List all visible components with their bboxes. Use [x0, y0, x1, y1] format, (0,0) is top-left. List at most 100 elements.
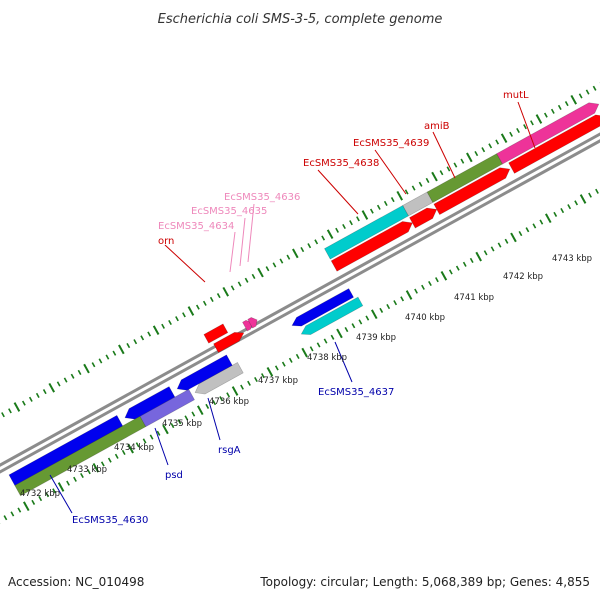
tick-mark	[414, 288, 418, 294]
tick-mark	[66, 480, 70, 486]
tick-mark	[553, 211, 558, 217]
tick-mark	[344, 327, 349, 333]
tick-mark	[349, 220, 353, 226]
tick-mark	[149, 434, 154, 440]
tick-mark	[500, 133, 508, 144]
gene-feature	[508, 114, 600, 174]
tick-mark	[330, 334, 335, 340]
tick-mark	[105, 354, 110, 360]
gene-label: rsgA	[218, 445, 241, 456]
tick-mark	[474, 150, 479, 157]
tick-mark	[358, 319, 363, 325]
gene-feature	[203, 323, 229, 344]
tick-mark	[231, 386, 239, 396]
tick-mark	[376, 204, 381, 210]
tick-mark	[448, 269, 453, 275]
tick-mark	[321, 235, 326, 241]
tick-mark	[466, 152, 473, 163]
tick-mark	[168, 319, 172, 326]
leader-line	[432, 131, 456, 179]
tick-mark	[539, 219, 544, 225]
gene-label: EcSMS35_4636	[224, 192, 300, 203]
tick-mark	[592, 85, 597, 91]
tick-marks	[0, 82, 600, 524]
tick-mark	[574, 200, 579, 206]
kbp-label: 4736 kbp	[209, 397, 249, 407]
tick-mark	[309, 346, 314, 352]
leader-line	[164, 244, 206, 283]
tick-mark	[286, 254, 291, 260]
tick-mark	[100, 461, 105, 467]
tick-mark	[133, 339, 138, 345]
tick-mark	[161, 323, 165, 329]
tick-mark	[126, 342, 131, 349]
tick-mark	[112, 350, 117, 356]
tick-mark	[17, 507, 22, 513]
tick-mark	[301, 347, 308, 358]
tick-mark	[440, 270, 448, 281]
tick-mark	[550, 108, 555, 114]
accession-text: Accession: NC_010498	[8, 575, 144, 589]
tick-mark	[63, 377, 68, 383]
tick-mark	[588, 192, 592, 198]
tick-mark	[579, 194, 587, 204]
tick-mark	[462, 261, 467, 267]
gene-label: EcSMS35_4630	[72, 515, 148, 526]
tick-mark	[87, 469, 91, 475]
tick-mark	[216, 293, 221, 299]
kbp-label: 4735 kbp	[162, 419, 202, 429]
tick-mark	[351, 323, 356, 329]
tick-mark	[152, 325, 160, 336]
gene-feature	[409, 207, 438, 229]
tick-mark	[292, 248, 299, 259]
leader-line	[229, 231, 236, 273]
kbp-label: 4743 kbp	[552, 254, 592, 264]
tick-mark	[455, 265, 460, 271]
kbp-label: 4737 kbp	[258, 376, 298, 386]
tick-mark	[83, 363, 90, 374]
tick-mark	[428, 280, 432, 287]
tick-mark	[77, 369, 82, 375]
tick-mark	[140, 335, 145, 341]
tick-mark	[453, 162, 458, 168]
tick-mark	[516, 127, 520, 134]
tick-mark	[560, 207, 565, 214]
tick-mark	[435, 277, 439, 283]
tick-mark	[230, 285, 235, 291]
tick-mark	[175, 316, 179, 322]
tick-mark	[365, 315, 370, 321]
kbp-label: 4739 kbp	[356, 333, 396, 343]
tick-mark	[191, 411, 196, 417]
tick-mark	[13, 402, 21, 412]
genome-backbone	[0, 132, 600, 474]
tick-mark	[518, 231, 523, 237]
gene-label: EcSMS35_4634	[158, 221, 234, 232]
tick-mark	[535, 114, 543, 124]
tick-mark	[56, 381, 61, 387]
tick-mark	[545, 213, 552, 224]
tick-mark	[197, 405, 204, 416]
kbp-label: 4740 kbp	[405, 313, 445, 323]
tick-mark	[107, 457, 112, 463]
tick-mark	[557, 104, 562, 111]
tick-mark	[509, 131, 513, 137]
tick-mark	[585, 89, 590, 95]
tick-mark	[28, 396, 33, 402]
kbp-label: 4732 kbp	[20, 489, 60, 499]
gene-feature	[291, 288, 354, 327]
tick-mark	[400, 296, 405, 302]
gene-feature	[433, 167, 511, 216]
tick-mark	[356, 216, 360, 222]
tick-mark	[323, 338, 328, 344]
tick-mark	[45, 492, 50, 498]
tick-mark	[295, 353, 300, 360]
tick-mark	[361, 210, 369, 220]
tick-mark	[73, 476, 77, 482]
leader-line	[334, 341, 353, 383]
tick-mark	[404, 189, 409, 195]
tick-mark	[240, 384, 244, 390]
tick-mark	[497, 242, 502, 248]
tick-mark	[70, 373, 75, 379]
tick-mark	[439, 170, 444, 176]
